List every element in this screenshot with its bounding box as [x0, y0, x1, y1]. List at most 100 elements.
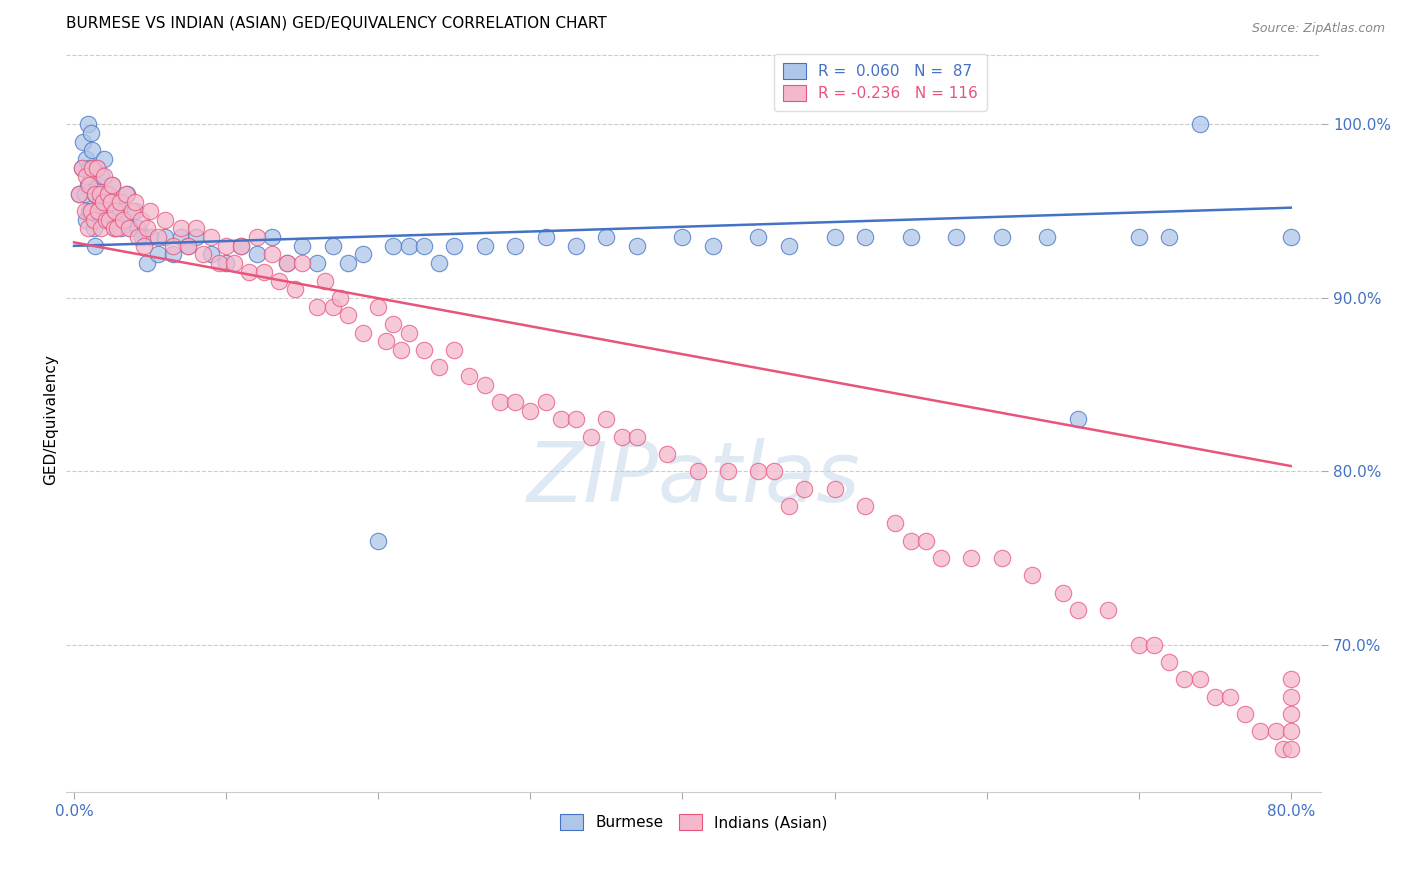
- Point: [269, 273, 291, 287]
- Point: [200, 230, 222, 244]
- Point: [595, 230, 617, 244]
- Point: [162, 247, 184, 261]
- Point: [260, 247, 283, 261]
- Point: [89, 195, 111, 210]
- Point: [121, 204, 143, 219]
- Point: [100, 195, 122, 210]
- Point: [76, 118, 98, 132]
- Point: [1128, 230, 1150, 244]
- Point: [108, 204, 131, 219]
- Point: [169, 221, 191, 235]
- Point: [352, 326, 374, 340]
- Point: [550, 412, 572, 426]
- Point: [80, 126, 103, 140]
- Point: [127, 221, 149, 235]
- Point: [1219, 690, 1241, 704]
- Point: [1159, 655, 1181, 669]
- Point: [412, 239, 434, 253]
- Point: [245, 230, 267, 244]
- Point: [900, 230, 922, 244]
- Point: [73, 204, 96, 219]
- Point: [103, 221, 125, 235]
- Point: [398, 239, 420, 253]
- Point: [101, 178, 124, 193]
- Point: [1128, 638, 1150, 652]
- Point: [98, 212, 121, 227]
- Point: [120, 221, 142, 235]
- Text: ZIPatlas: ZIPatlas: [527, 438, 860, 519]
- Text: BURMESE VS INDIAN (ASIAN) GED/EQUIVALENCY CORRELATION CHART: BURMESE VS INDIAN (ASIAN) GED/EQUIVALENC…: [66, 15, 607, 30]
- Point: [352, 247, 374, 261]
- Point: [503, 239, 526, 253]
- Point: [1204, 690, 1226, 704]
- Point: [86, 161, 108, 175]
- Text: Source: ZipAtlas.com: Source: ZipAtlas.com: [1251, 22, 1385, 36]
- Point: [86, 161, 108, 175]
- Point: [127, 230, 149, 244]
- Point: [793, 482, 815, 496]
- Point: [686, 464, 709, 478]
- Point: [67, 186, 90, 201]
- Point: [474, 377, 496, 392]
- Point: [747, 230, 769, 244]
- Point: [1159, 230, 1181, 244]
- Point: [1279, 741, 1302, 756]
- Point: [1021, 568, 1043, 582]
- Point: [367, 300, 389, 314]
- Point: [72, 135, 94, 149]
- Point: [87, 204, 110, 219]
- Point: [75, 212, 97, 227]
- Point: [778, 499, 800, 513]
- Point: [86, 204, 108, 219]
- Point: [579, 429, 602, 443]
- Point: [70, 161, 93, 175]
- Point: [610, 429, 633, 443]
- Point: [67, 186, 90, 201]
- Point: [84, 186, 107, 201]
- Point: [1188, 673, 1211, 687]
- Point: [75, 169, 97, 184]
- Point: [177, 239, 200, 253]
- Point: [284, 282, 307, 296]
- Point: [336, 308, 359, 322]
- Point: [82, 204, 104, 219]
- Point: [565, 239, 588, 253]
- Point: [884, 516, 907, 531]
- Point: [117, 186, 139, 201]
- Point: [80, 169, 103, 184]
- Point: [231, 239, 253, 253]
- Point: [991, 230, 1014, 244]
- Point: [77, 161, 100, 175]
- Point: [84, 186, 107, 201]
- Point: [276, 256, 298, 270]
- Point: [1279, 230, 1302, 244]
- Point: [1249, 724, 1271, 739]
- Point: [75, 152, 97, 166]
- Point: [96, 212, 118, 227]
- Point: [443, 343, 465, 357]
- Point: [291, 239, 314, 253]
- Point: [747, 464, 769, 478]
- Point: [671, 230, 693, 244]
- Point: [382, 239, 405, 253]
- Point: [104, 221, 127, 235]
- Point: [200, 247, 222, 261]
- Point: [104, 204, 127, 219]
- Point: [83, 221, 105, 235]
- Point: [82, 144, 104, 158]
- Point: [322, 239, 344, 253]
- Point: [253, 265, 276, 279]
- Point: [155, 212, 177, 227]
- Point: [162, 239, 184, 253]
- Point: [139, 230, 162, 244]
- Point: [89, 186, 111, 201]
- Point: [105, 195, 128, 210]
- Point: [108, 195, 131, 210]
- Point: [503, 395, 526, 409]
- Point: [77, 204, 100, 219]
- Legend: Burmese, Indians (Asian): Burmese, Indians (Asian): [554, 808, 834, 837]
- Point: [131, 230, 153, 244]
- Point: [1279, 724, 1302, 739]
- Point: [80, 204, 103, 219]
- Point: [960, 550, 983, 565]
